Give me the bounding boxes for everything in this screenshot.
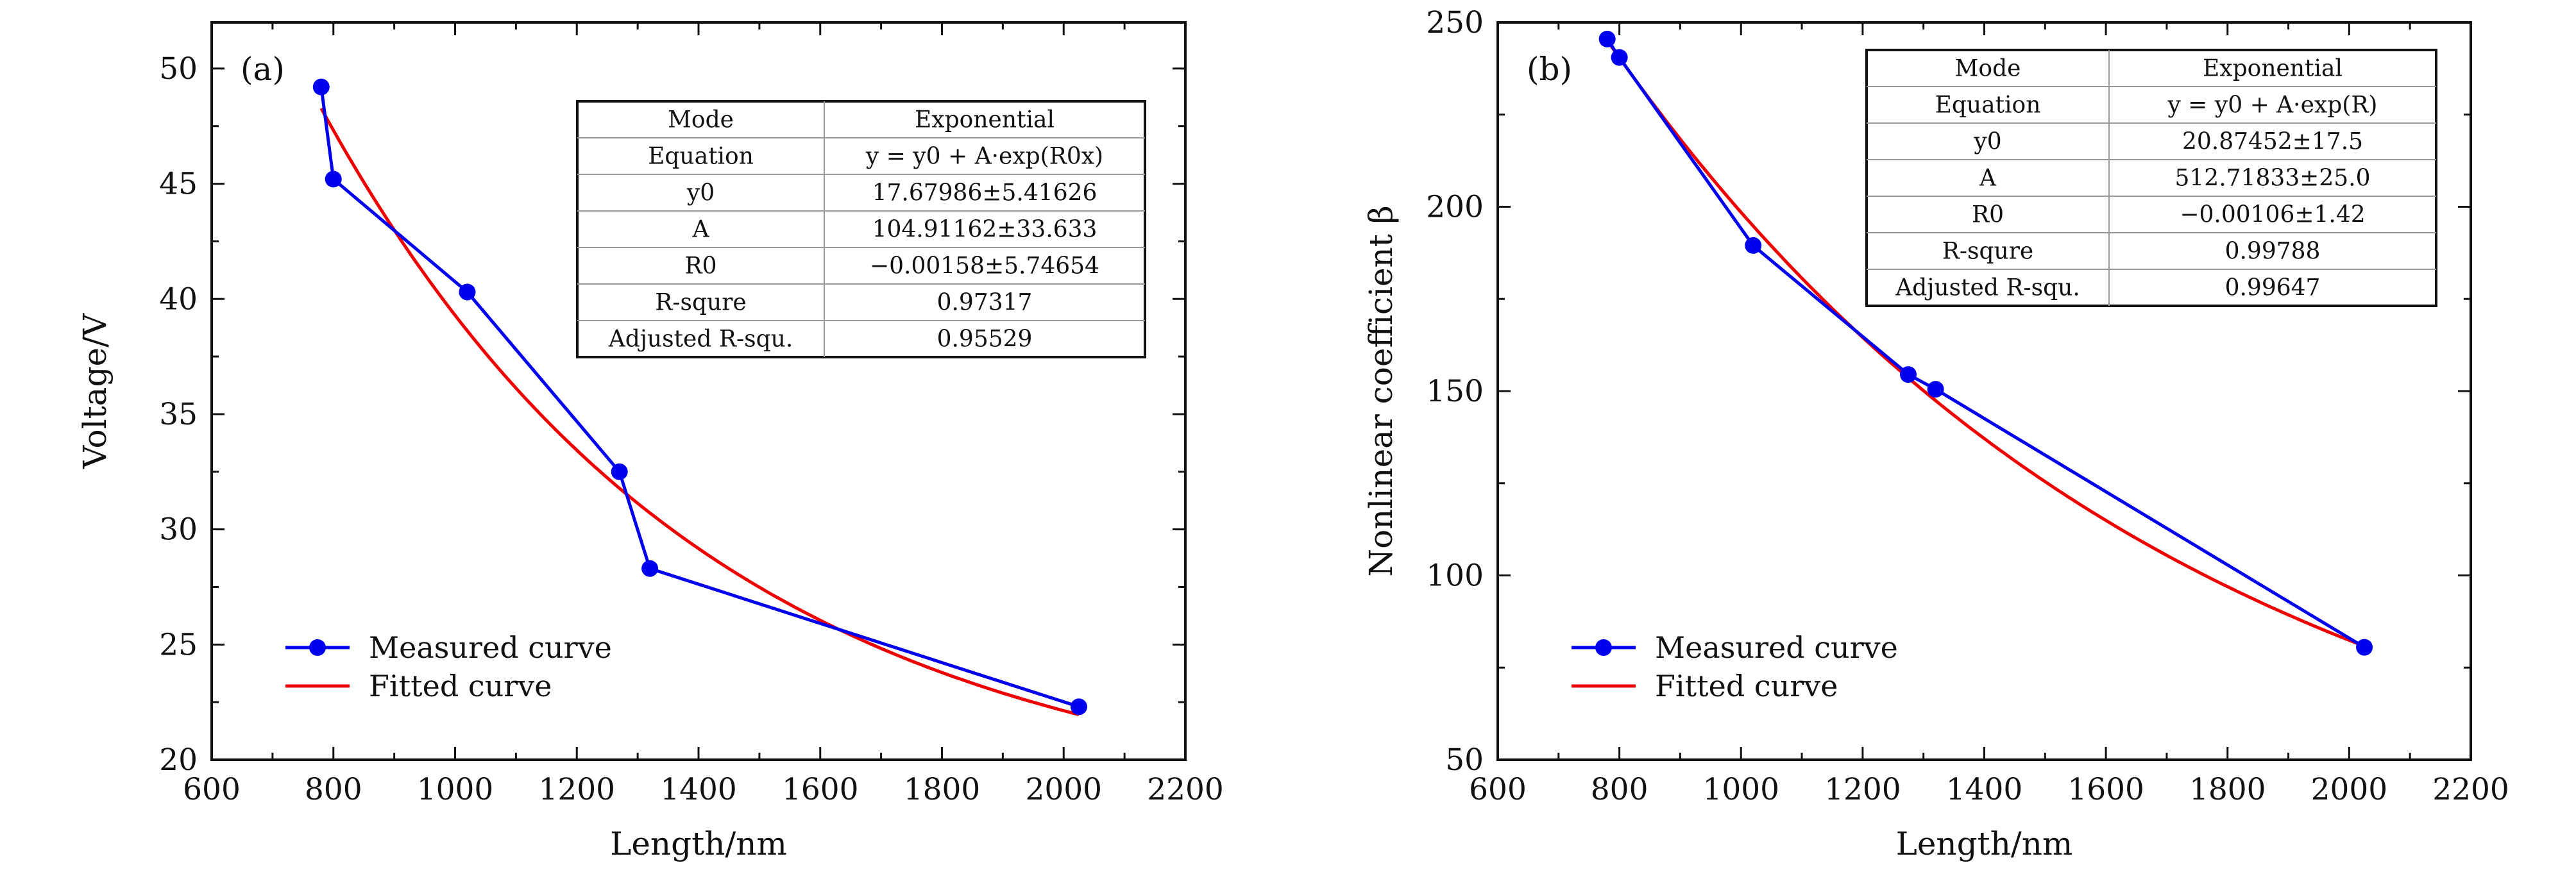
y-tick-label: 200 xyxy=(1426,190,1484,225)
x-tick-label: 2200 xyxy=(1147,772,1224,807)
x-tick-label: 2000 xyxy=(2311,772,2388,807)
table-cell: 0.95529 xyxy=(937,326,1033,353)
legend: Measured curve Fitted curve xyxy=(1572,630,1898,703)
x-tick-label: 1400 xyxy=(1946,772,2023,807)
x-tick-label: 1800 xyxy=(904,772,981,807)
legend-label-measured: Measured curve xyxy=(1655,630,1898,665)
table-cell: Exponential xyxy=(915,107,1055,133)
x-tick-label: 1600 xyxy=(782,772,859,807)
measured-point xyxy=(641,560,659,577)
table-cell: y = y0 + A·exp(R0x) xyxy=(865,144,1103,170)
table-cell: R0 xyxy=(1972,202,2004,228)
legend-label-fitted: Fitted curve xyxy=(1655,669,1838,703)
x-tick-label: 1600 xyxy=(2067,772,2144,807)
measured-curve-line xyxy=(319,87,1080,708)
legend: Measured curve Fitted curve xyxy=(285,630,612,703)
table-cell: R-squre xyxy=(655,290,747,316)
table-cell: y0 xyxy=(686,180,715,206)
measured-point xyxy=(1745,237,1762,254)
y-tick-label: 50 xyxy=(1445,742,1484,778)
fitted-curve-line xyxy=(319,107,1080,717)
table-cell: 0.99788 xyxy=(2225,239,2321,265)
table-cell: 17.67986±5.41626 xyxy=(872,180,1097,206)
x-axis-label: Length/nm xyxy=(1896,825,2073,862)
y-tick-label: 250 xyxy=(1426,5,1484,40)
y-tick-label: 35 xyxy=(159,397,198,432)
legend-marker-measured xyxy=(309,639,326,656)
table-cell: Mode xyxy=(1955,56,2021,82)
table-cell: Exponential xyxy=(2203,56,2343,82)
x-tick-label: 1200 xyxy=(538,772,615,807)
chart-panel-a: 600 800 1000 1200 1400 1600 1800 2000 2200 20 25 30… xyxy=(76,21,1224,862)
x-tick-label: 800 xyxy=(1591,772,1648,807)
x-tick-label: 1200 xyxy=(1824,772,1901,807)
table-cell: R-squre xyxy=(1942,239,2034,265)
measured-point xyxy=(1070,698,1087,716)
table-cell: A xyxy=(692,217,710,243)
chart-panel-b: 600 800 1000 1200 1400 1600 1800 2000 2200 50 100 1… xyxy=(1362,5,2509,862)
legend-label-measured: Measured curve xyxy=(369,630,612,665)
table-cell: Mode xyxy=(668,107,734,133)
x-axis-label: Length/nm xyxy=(610,825,787,862)
measured-point xyxy=(325,171,342,188)
y-tick-label: 25 xyxy=(159,627,198,662)
y-tick-label: 150 xyxy=(1426,374,1484,409)
y-tick-label: 45 xyxy=(159,167,198,202)
table-cell: y = y0 + A·exp(R) xyxy=(2167,92,2378,119)
table-cell: Equation xyxy=(1935,92,2041,119)
y-axis-label: Voltage/V xyxy=(76,313,114,469)
fitted-curve-line xyxy=(1606,39,2366,648)
x-tick-label: 1000 xyxy=(1702,772,1779,807)
x-tick-label: 600 xyxy=(1469,772,1527,807)
table-cell: −0.00106±1.42 xyxy=(2180,202,2365,228)
table-cell: 20.87452±17.5 xyxy=(2182,129,2363,155)
y-tick-label: 100 xyxy=(1426,558,1484,594)
y-axis-label: Nonlinear coefficient β xyxy=(1362,205,1400,576)
measured-point xyxy=(611,463,628,480)
measured-point xyxy=(1927,381,1944,398)
y-tick-label: 40 xyxy=(159,281,198,317)
table-cell: R0 xyxy=(684,253,716,280)
table-cell: 512.71833±25.0 xyxy=(2175,165,2371,192)
fit-parameter-table: Mode Exponential Equation y = y0 + A·exp(R)… xyxy=(1865,49,2437,307)
table-cell: 104.91162±33.633 xyxy=(872,217,1097,243)
legend-label-fitted: Fitted curve xyxy=(369,669,552,703)
table-cell: Adjusted R-squ. xyxy=(608,326,793,353)
x-tick-label: 1400 xyxy=(660,772,737,807)
measured-point xyxy=(459,283,476,301)
y-tick-label: 20 xyxy=(159,742,198,778)
x-tick-label: 1000 xyxy=(417,772,494,807)
fit-parameter-table: Mode Exponential Equation y = y0 + A·exp(R0… xyxy=(576,100,1146,358)
measured-point xyxy=(2356,639,2373,656)
measured-point xyxy=(312,78,330,96)
x-tick-label: 600 xyxy=(183,772,241,807)
legend-marker-measured xyxy=(1595,639,1612,656)
y-tick-label: 30 xyxy=(159,512,198,548)
x-tick-label: 1800 xyxy=(2189,772,2266,807)
panel-label: (a) xyxy=(241,51,285,88)
table-cell: y0 xyxy=(1973,129,2001,155)
y-tick-label: 50 xyxy=(159,51,198,87)
x-tick-label: 800 xyxy=(305,772,362,807)
table-border xyxy=(576,100,1146,358)
table-cell: 0.99647 xyxy=(2225,275,2321,301)
panel-label: (b) xyxy=(1527,51,1572,88)
x-tick-label: 2000 xyxy=(1025,772,1102,807)
table-cell: Adjusted R-squ. xyxy=(1895,275,2080,301)
table-cell: 0.97317 xyxy=(937,290,1033,316)
measured-point xyxy=(1611,49,1628,66)
table-cell: A xyxy=(1979,165,1997,192)
measured-point xyxy=(1598,30,1616,47)
table-border xyxy=(1865,49,2437,307)
table-cell: Equation xyxy=(648,144,754,170)
x-tick-label: 2200 xyxy=(2432,772,2509,807)
table-cell: −0.00158±5.74654 xyxy=(870,253,1099,280)
measured-point xyxy=(1899,366,1917,383)
